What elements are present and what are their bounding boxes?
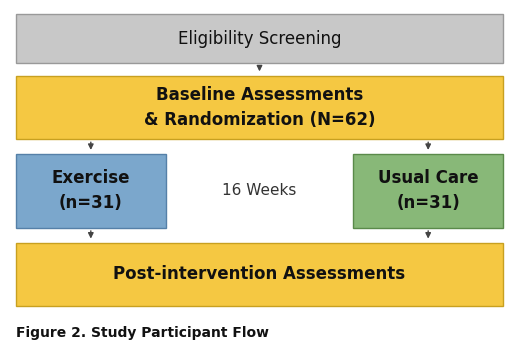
Text: Figure 2. Study Participant Flow: Figure 2. Study Participant Flow bbox=[16, 326, 268, 340]
FancyBboxPatch shape bbox=[16, 243, 503, 306]
Text: Usual Care
(n=31): Usual Care (n=31) bbox=[378, 169, 479, 212]
Text: Baseline Assessments
& Randomization (N=62): Baseline Assessments & Randomization (N=… bbox=[144, 86, 375, 129]
Text: Exercise
(n=31): Exercise (n=31) bbox=[51, 169, 130, 212]
FancyBboxPatch shape bbox=[353, 154, 503, 228]
FancyBboxPatch shape bbox=[16, 154, 166, 228]
Text: Eligibility Screening: Eligibility Screening bbox=[177, 30, 342, 48]
Text: 16 Weeks: 16 Weeks bbox=[222, 183, 297, 198]
Text: Post-intervention Assessments: Post-intervention Assessments bbox=[114, 265, 405, 283]
FancyBboxPatch shape bbox=[16, 14, 503, 63]
FancyBboxPatch shape bbox=[16, 76, 503, 139]
